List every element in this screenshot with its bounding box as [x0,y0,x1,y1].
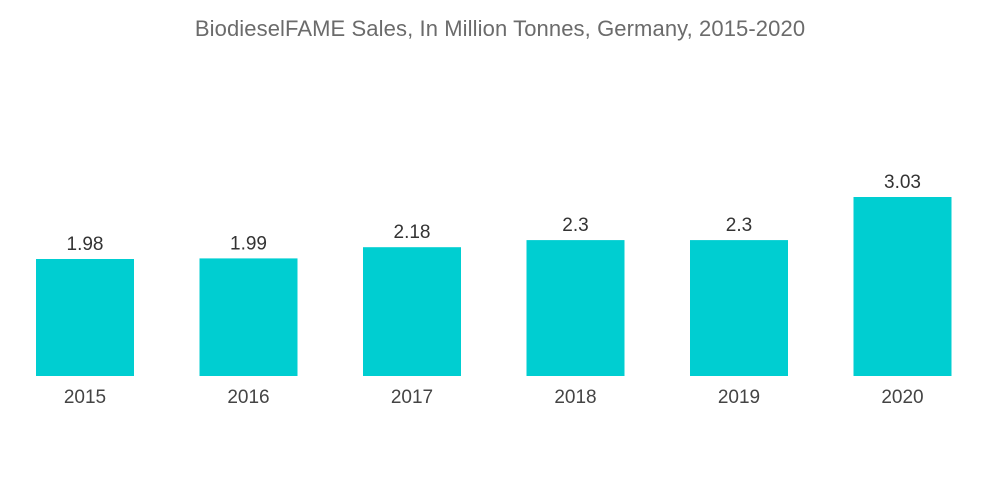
x-tick-2017: 2017 [391,387,433,408]
x-tick-2020: 2020 [881,387,923,408]
bar-2020 [853,197,952,376]
chart-title: BiodieselFAME Sales, In Million Tonnes, … [194,16,806,41]
x-tick-2018: 2018 [554,387,596,408]
bar-2016 [199,258,298,376]
value-labels-group: 1.98 1.99 2.18 2.3 2.3 3.03 [67,172,921,255]
x-tick-2019: 2019 [718,387,760,408]
value-label-2020: 3.03 [884,172,921,193]
x-tick-2015: 2015 [64,387,106,408]
value-label-2016: 1.99 [230,233,267,254]
value-label-2015: 1.98 [67,234,104,255]
bars-group [36,197,952,376]
bar-2019 [690,240,788,376]
x-tick-2016: 2016 [227,387,269,408]
bar-2018 [526,240,625,376]
value-label-2019: 2.3 [726,215,752,236]
value-label-2017: 2.18 [394,222,431,243]
value-label-2018: 2.3 [562,215,588,236]
x-axis-ticks: 2015 2016 2017 2018 2019 2020 [64,387,924,408]
bar-2017 [363,247,461,376]
bar-2015 [36,259,134,376]
